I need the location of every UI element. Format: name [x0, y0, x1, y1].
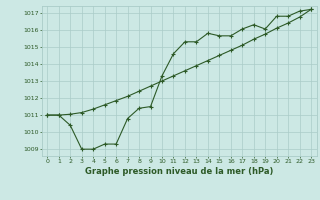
X-axis label: Graphe pression niveau de la mer (hPa): Graphe pression niveau de la mer (hPa) [85, 167, 273, 176]
